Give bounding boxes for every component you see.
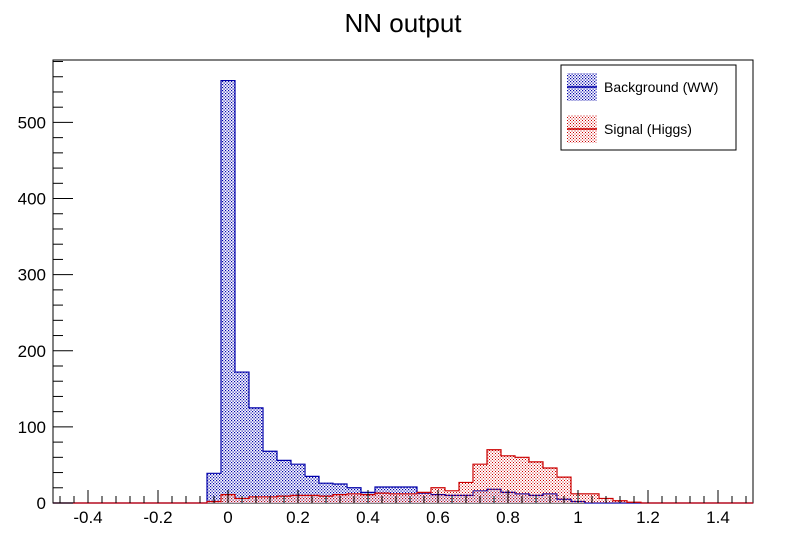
histogram-bin-signal [473, 464, 487, 503]
histogram-bin-background [207, 473, 221, 503]
legend-entry-background: Background (WW) [567, 73, 718, 101]
histogram-bin-signal [515, 457, 529, 503]
x-tick-label: 0 [223, 508, 232, 527]
outline-signal [53, 449, 753, 504]
legend: Background (WW) Signal (Higgs) [560, 64, 737, 151]
chart-title: NN output [344, 8, 462, 38]
y-tick-label: 100 [18, 418, 46, 437]
histogram-bin-signal [529, 461, 543, 503]
histogram-bin-signal [543, 467, 557, 503]
x-tick-label: 1.4 [706, 508, 730, 527]
histogram-bin-background [291, 464, 305, 503]
x-tick-label: -0.4 [73, 508, 102, 527]
histogram-bin-background [235, 372, 249, 503]
y-tick-label: 400 [18, 190, 46, 209]
y-tick-label: 0 [37, 494, 46, 513]
x-tick-label: 0.2 [286, 508, 310, 527]
histogram-bin-background [277, 460, 291, 503]
histogram-bin-signal [487, 449, 501, 503]
legend-label-signal: Signal (Higgs) [604, 121, 692, 137]
x-tick-label: 0.6 [426, 508, 450, 527]
histogram-bin-background [221, 80, 235, 503]
plot-area: -0.4 -0.2 0 0.2 0.4 0.6 0.8 1 1.2 1.4 0 100 200 300 40… [18, 59, 754, 527]
histogram-bin-signal [459, 482, 473, 503]
x-tick-label: 1 [573, 508, 582, 527]
axis-layer: -0.4 -0.2 0 0.2 0.4 0.6 0.8 1 1.2 1.4 0 100 200 300 40… [18, 61, 747, 527]
legend-entry-signal: Signal (Higgs) [567, 115, 692, 143]
x-tick-label: 0.8 [496, 508, 520, 527]
histogram-bin-background [263, 451, 277, 503]
x-tick-label: 1.2 [636, 508, 660, 527]
histogram-bin-background [249, 407, 263, 503]
histogram-bin-signal [557, 477, 571, 503]
x-tick-label: -0.2 [143, 508, 172, 527]
x-tick-label: 0.4 [356, 508, 380, 527]
y-tick-label: 500 [18, 113, 46, 132]
y-tick-label: 300 [18, 266, 46, 285]
y-tick-label: 200 [18, 342, 46, 361]
histogram-bin-signal [501, 455, 515, 503]
legend-label-background: Background (WW) [604, 79, 718, 95]
